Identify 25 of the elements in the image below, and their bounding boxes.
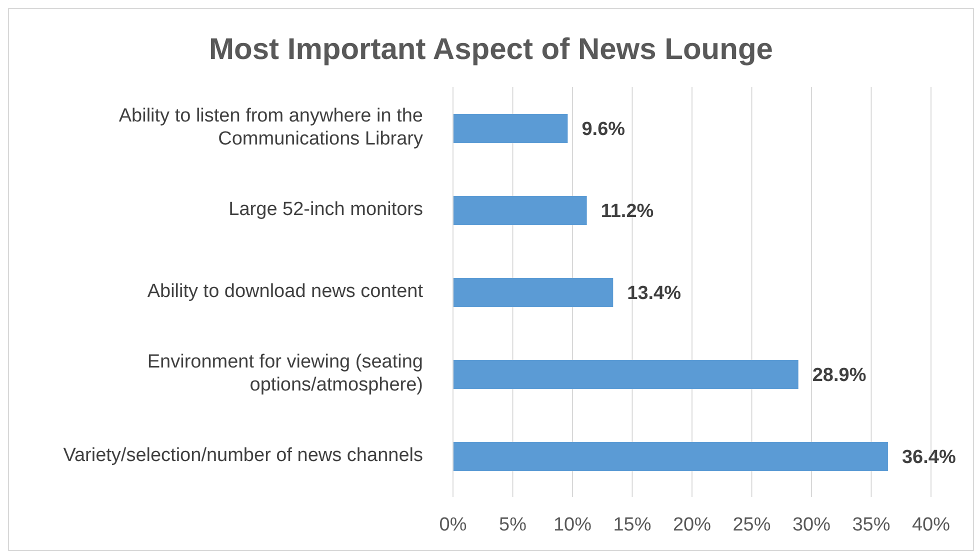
x-tick-label: 5% [499,514,527,536]
bar [453,442,888,471]
x-tick-label: 10% [553,514,592,536]
x-tick-label: 30% [792,514,831,536]
data-label: 36.4% [902,447,956,468]
bar [453,114,568,143]
data-label: 9.6% [582,119,626,140]
x-tick-label: 20% [672,514,712,536]
data-label: 11.2% [600,201,654,222]
y-tick-label: Ability to listen from anywhere in the Communications Library [118,106,424,150]
x-tick-label: 35% [852,514,890,536]
x-tick-label: 0% [439,514,467,536]
data-label: 13.4% [627,283,682,304]
y-tick-label: Variety/selection/number of news channels [63,445,423,466]
bar [453,196,587,225]
y-tick-label: Ability to download news content [147,281,424,302]
bar [453,360,798,389]
x-tick-label: 25% [732,514,771,536]
data-label: 28.9% [812,365,866,386]
y-tick-label: Large 52-inch monitors [228,199,423,220]
y-tick-label: Environment for viewing (seating options/atmosphere) [147,352,423,396]
x-tick-label: 40% [912,514,950,536]
x-tick-label: 15% [613,514,652,536]
chart-title: Most Important Aspect of News Lounge [208,32,774,68]
bar [453,278,614,307]
